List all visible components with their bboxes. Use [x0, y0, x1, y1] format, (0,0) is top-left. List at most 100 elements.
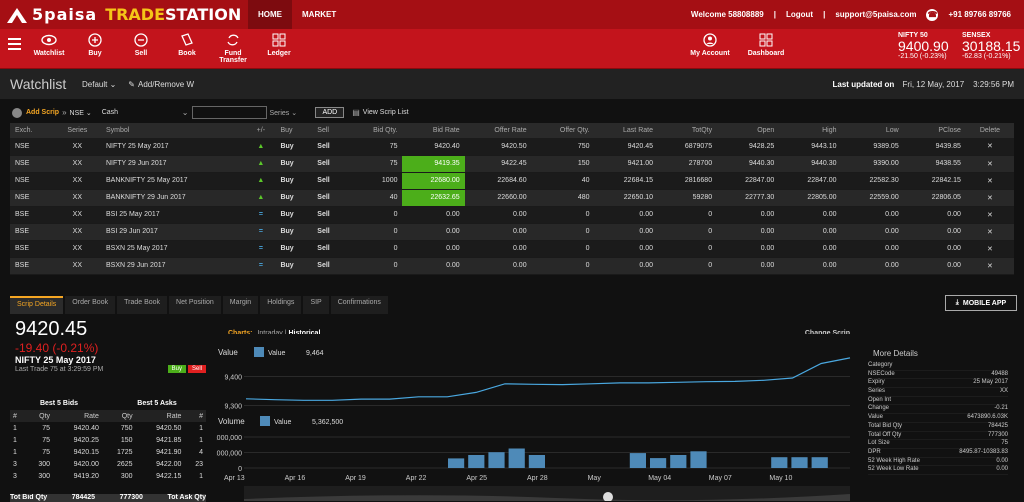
delete-icon[interactable]: ✕ — [965, 206, 1014, 224]
row-sell-button[interactable]: Sell — [312, 155, 348, 173]
row-buy-button[interactable]: Buy — [275, 189, 313, 207]
tab-historical[interactable]: Historical — [288, 330, 321, 337]
column-header[interactable]: High — [779, 123, 842, 138]
column-header[interactable]: Symbol — [101, 123, 247, 138]
bid-qty-cell: 40 — [347, 189, 403, 207]
tab-net-position[interactable]: Net Position — [169, 296, 221, 314]
tab-order-book[interactable]: Order Book — [65, 296, 116, 314]
column-header[interactable]: Delete — [965, 123, 1014, 138]
logo[interactable]: 5paisa TRADESTATION — [0, 0, 248, 29]
row-buy-button[interactable]: Buy — [275, 240, 313, 258]
tab-confirmations[interactable]: Confirmations — [330, 296, 388, 314]
sell-button[interactable]: Sell — [187, 365, 206, 373]
delete-icon[interactable]: ✕ — [965, 155, 1014, 173]
sell-button[interactable]: Sell — [118, 29, 164, 57]
support-phone[interactable]: +91 89766 89766 — [948, 10, 1011, 19]
tab-intraday[interactable]: Intraday — [257, 330, 283, 337]
watchlist-button[interactable]: Watchlist — [26, 29, 72, 57]
logout-link[interactable]: Logout — [785, 10, 814, 19]
column-header[interactable]: Bid Qty. — [347, 123, 403, 138]
row-buy-button[interactable]: Buy — [275, 257, 313, 275]
row-buy-button[interactable]: Buy — [275, 206, 313, 224]
add-remove-watchlist[interactable]: Add/Remove W — [138, 79, 195, 89]
tab-margin[interactable]: Margin — [222, 296, 259, 314]
row-buy-button[interactable]: Buy — [275, 138, 313, 156]
depth-cell: 300 — [120, 472, 133, 480]
grid-icon — [271, 32, 287, 48]
view-scrip-list-link[interactable]: View Scrip List — [362, 109, 409, 116]
buy-button[interactable]: Buy — [167, 365, 186, 373]
index-sensex[interactable]: SENSEX 30188.15 -62.83 (-0.21%) — [962, 29, 1020, 69]
bid-rate-cell: 0.00 — [402, 240, 465, 258]
delete-icon[interactable]: ✕ — [965, 138, 1014, 156]
row-sell-button[interactable]: Sell — [312, 206, 348, 224]
bid-qty-cell: 75 — [347, 138, 403, 156]
delete-icon[interactable]: ✕ — [965, 223, 1014, 241]
delete-icon[interactable]: ✕ — [965, 257, 1014, 275]
row-buy-button[interactable]: Buy — [275, 223, 313, 241]
add-button[interactable]: ADD — [315, 107, 345, 118]
column-header[interactable]: Offer Rate — [464, 123, 532, 138]
delete-icon[interactable]: ✕ — [965, 172, 1014, 190]
delete-icon[interactable]: ✕ — [965, 240, 1014, 258]
segment-select[interactable]: Cash — [102, 109, 182, 116]
table-row[interactable]: BSE XX BSI 25 May 2017 = Buy Sell 0 0.00 0.00 0 0.… — [10, 206, 1014, 224]
my-account-button[interactable]: My Account — [682, 29, 738, 57]
buy-button[interactable]: Buy — [72, 29, 118, 57]
tab-sip[interactable]: SIP — [303, 296, 329, 314]
column-header[interactable]: Low — [841, 123, 904, 138]
tab-trade-book[interactable]: Trade Book — [117, 296, 168, 314]
last-updated-time: Fri, 12 May, 2017 3:29:56 PM — [902, 79, 1014, 89]
open-cell: 22847.00 — [717, 172, 780, 190]
column-header[interactable]: Series — [53, 123, 101, 138]
column-header[interactable]: TotQty — [657, 123, 718, 138]
exchange-select[interactable]: NSE ⌄ — [69, 109, 92, 117]
table-row[interactable]: NSE XX NIFTY 25 May 2017 ▲ Buy Sell 75 9420.40 9… — [10, 138, 1014, 156]
tab-home[interactable]: HOME — [248, 0, 292, 29]
row-sell-button[interactable]: Sell — [312, 189, 348, 207]
menu-icon[interactable] — [2, 29, 26, 59]
column-header[interactable]: Open — [717, 123, 780, 138]
series-cell: XX — [53, 223, 101, 241]
dashboard-button[interactable]: Dashboard — [738, 29, 794, 57]
column-header[interactable]: Offer Qty. — [531, 123, 595, 138]
market-depth-table: # Qty Rate Qty Rate # 1 75 9420.40 750 9420.50 1 1 7… — [10, 410, 206, 482]
column-header[interactable]: Buy — [275, 123, 313, 138]
navigator-handle[interactable] — [603, 492, 613, 501]
change-scrip-link[interactable]: Change Scrip — [804, 330, 850, 337]
column-header[interactable]: Last Rate — [594, 123, 658, 138]
table-row[interactable]: NSE XX BANKNIFTY 25 May 2017 ▲ Buy Sell 1000 22… — [10, 172, 1014, 190]
row-sell-button[interactable]: Sell — [312, 240, 348, 258]
column-header[interactable]: Sell — [312, 123, 348, 138]
column-header[interactable]: PClose — [903, 123, 966, 138]
ledger-button[interactable]: Ledger — [256, 29, 302, 57]
support-email[interactable]: support@5paisa.com — [835, 10, 917, 19]
tab-market[interactable]: MARKET — [302, 10, 337, 19]
row-buy-button[interactable]: Buy — [275, 172, 313, 190]
column-header[interactable]: Bid Rate — [402, 123, 465, 138]
delete-icon[interactable]: ✕ — [965, 189, 1014, 207]
series-select[interactable]: Series ⌄ — [269, 109, 298, 117]
table-row[interactable]: NSE XX NIFTY 29 Jun 2017 ▲ Buy Sell 75 9419.35 9… — [10, 155, 1014, 173]
index-nifty[interactable]: NIFTY 50 9400.90 -21.50 (-0.23%) — [898, 29, 949, 69]
scrip-search-input[interactable] — [192, 106, 268, 119]
row-sell-button[interactable]: Sell — [312, 257, 348, 275]
row-sell-button[interactable]: Sell — [312, 223, 348, 241]
table-row[interactable]: NSE XX BANKNIFTY 29 Jun 2017 ▲ Buy Sell 40 2263… — [10, 189, 1014, 207]
legend-swatch — [254, 347, 264, 357]
table-row[interactable]: BSE XX BSXN 29 Jun 2017 = Buy Sell 0 0.00 0.00 0 0… — [10, 257, 1014, 275]
row-sell-button[interactable]: Sell — [312, 138, 348, 156]
book-button[interactable]: Book — [164, 29, 210, 57]
row-buy-button[interactable]: Buy — [275, 155, 313, 173]
column-header[interactable]: +/- — [246, 123, 276, 138]
fund-transfer-button[interactable]: Fund Transfer — [210, 29, 256, 64]
column-header[interactable]: Exch. — [10, 123, 54, 138]
row-sell-button[interactable]: Sell — [312, 172, 348, 190]
table-row[interactable]: BSE XX BSI 29 Jun 2017 = Buy Sell 0 0.00 0.00 0 0.… — [10, 223, 1014, 241]
mobile-app-button[interactable]: ⤓ MOBILE APP — [945, 295, 1017, 311]
watchlist-select[interactable]: Default ⌄ — [82, 80, 116, 89]
tab-scrip-details[interactable]: Scrip Details — [10, 296, 64, 314]
charts-label: Charts: — [228, 330, 253, 337]
table-row[interactable]: BSE XX BSXN 25 May 2017 = Buy Sell 0 0.00 0.00 0 0… — [10, 240, 1014, 258]
tab-holdings[interactable]: Holdings — [260, 296, 302, 314]
